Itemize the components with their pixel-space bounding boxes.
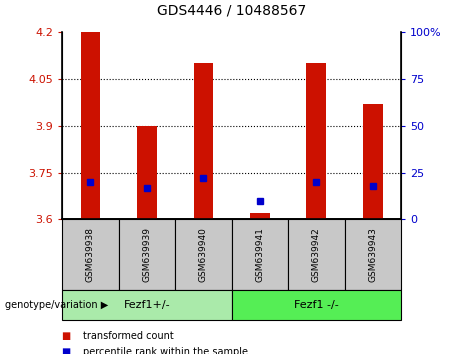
Text: GSM639943: GSM639943 — [368, 227, 378, 282]
Text: genotype/variation ▶: genotype/variation ▶ — [5, 300, 108, 310]
Text: GSM639939: GSM639939 — [142, 227, 152, 282]
Bar — [307, 63, 326, 219]
Text: percentile rank within the sample: percentile rank within the sample — [83, 347, 248, 354]
Text: GDS4446 / 10488567: GDS4446 / 10488567 — [157, 4, 306, 18]
Bar — [250, 213, 270, 219]
Bar — [137, 126, 157, 219]
FancyBboxPatch shape — [288, 219, 344, 290]
FancyBboxPatch shape — [231, 219, 288, 290]
Text: transformed count: transformed count — [83, 331, 174, 341]
FancyBboxPatch shape — [344, 219, 401, 290]
Text: ■: ■ — [62, 347, 75, 354]
FancyBboxPatch shape — [62, 290, 231, 320]
Text: GSM639940: GSM639940 — [199, 227, 208, 282]
FancyBboxPatch shape — [118, 219, 175, 290]
Bar — [363, 104, 383, 219]
FancyBboxPatch shape — [231, 290, 401, 320]
Text: Fezf1+/-: Fezf1+/- — [124, 300, 170, 310]
Text: Fezf1 -/-: Fezf1 -/- — [294, 300, 339, 310]
Bar — [194, 63, 213, 219]
FancyBboxPatch shape — [62, 219, 118, 290]
Text: ■: ■ — [62, 331, 75, 341]
FancyBboxPatch shape — [175, 219, 231, 290]
Bar — [81, 32, 100, 219]
Text: GSM639941: GSM639941 — [255, 227, 265, 282]
Text: GSM639942: GSM639942 — [312, 228, 321, 282]
Text: GSM639938: GSM639938 — [86, 227, 95, 282]
